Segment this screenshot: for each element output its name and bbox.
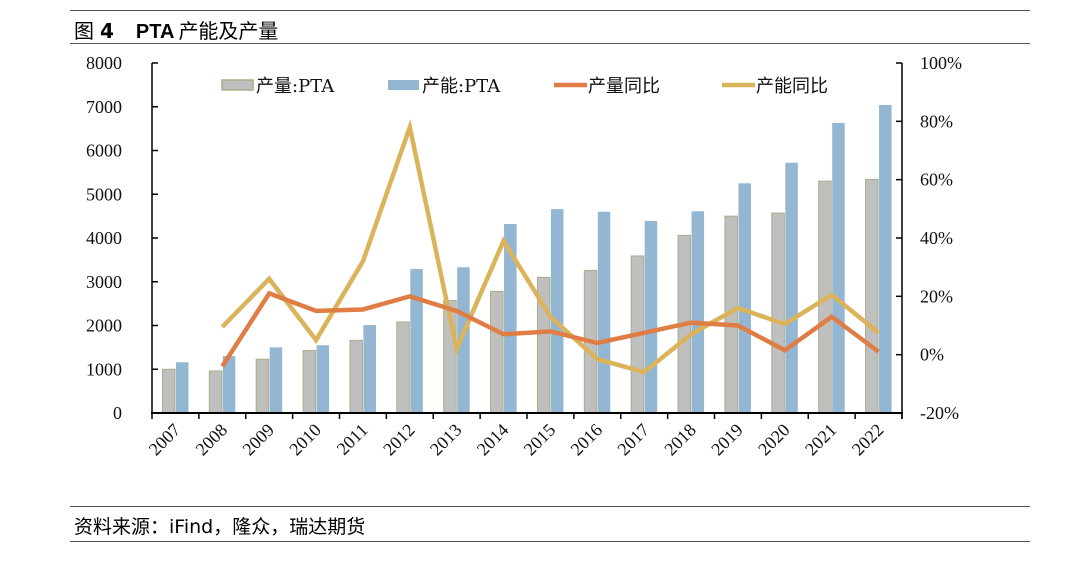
legend-label: 产能同比 — [756, 76, 828, 97]
bar-capacity-2011 — [363, 325, 376, 413]
right-tick-label: 20% — [920, 286, 953, 306]
figure-number: 4 — [100, 19, 114, 43]
x-tick-label: 2016 — [567, 420, 607, 460]
left-tick-label: 1000 — [86, 359, 122, 379]
left-tick-label: 2000 — [86, 316, 122, 336]
x-tick-label: 2021 — [801, 420, 841, 460]
figure-label: 图 — [74, 19, 94, 43]
bar-production-2020 — [771, 212, 785, 414]
x-tick-label: 2015 — [520, 420, 560, 460]
figure-title: 图 4 PTA 产能及产量 — [74, 15, 278, 44]
bar-capacity-2018 — [691, 211, 705, 413]
source-note: 资料来源：iFind，隆众，瑞达期货 — [74, 516, 366, 538]
left-tick-label: 3000 — [86, 272, 122, 292]
bar-production-2007 — [161, 368, 176, 414]
x-tick-label: 2012 — [379, 420, 419, 460]
top-rule — [70, 10, 1030, 11]
bar-capacity-2007 — [175, 362, 189, 413]
bar-capacity-2008 — [222, 356, 236, 413]
x-tick-label: 2020 — [754, 420, 794, 460]
source-rule-bottom — [70, 541, 1030, 542]
left-tick-label: 7000 — [86, 97, 122, 117]
left-tick-label: 4000 — [86, 228, 122, 248]
right-tick-label: 60% — [920, 170, 953, 190]
right-tick-label: 80% — [920, 111, 953, 131]
bar-capacity-2010 — [316, 345, 330, 413]
x-tick-label: 2017 — [613, 420, 653, 460]
x-tick-label: 2022 — [848, 420, 888, 460]
right-tick-label: 40% — [920, 228, 953, 248]
right-tick-label: 100% — [920, 53, 962, 73]
bar-production-2022 — [865, 178, 879, 414]
right-tick-label: -20% — [920, 403, 959, 423]
bar-capacity-2021 — [832, 122, 845, 413]
bar-capacity-2013 — [457, 267, 470, 413]
x-tick-label: 2011 — [333, 420, 372, 459]
bar-capacity-2014 — [504, 224, 517, 413]
left-tick-label: 6000 — [86, 141, 122, 161]
x-tick-label: 2009 — [238, 420, 278, 460]
bar-production-2014 — [490, 290, 504, 414]
bar-capacity-2016 — [597, 211, 611, 413]
x-tick-label: 2008 — [192, 420, 232, 460]
legend-label: 产量:PTA — [256, 76, 335, 97]
bar-production-2012 — [396, 321, 410, 414]
legend-label: 产能:PTA — [422, 76, 501, 97]
bars-layer — [161, 105, 892, 414]
legend-swatch-1 — [388, 80, 419, 90]
bar-production-2008 — [208, 370, 223, 414]
x-tick-label: 2007 — [145, 420, 185, 460]
x-tick-label: 2018 — [660, 420, 700, 460]
source-rule-top — [70, 506, 1030, 507]
left-tick-label: 5000 — [86, 184, 122, 204]
bar-capacity-2009 — [269, 347, 283, 413]
x-tick-label: 2019 — [707, 420, 747, 460]
bar-capacity-2019 — [738, 183, 751, 413]
bar-capacity-2020 — [785, 162, 798, 413]
left-tick-label: 8000 — [86, 53, 122, 73]
legend: 产量:PTA 产能:PTA 产量同比 产能同比 — [221, 76, 828, 97]
x-tick-label: 2013 — [426, 420, 466, 460]
bar-capacity-2012 — [410, 269, 423, 413]
x-tick-label: 2010 — [285, 420, 325, 460]
right-tick-label: 0% — [920, 345, 944, 365]
bar-production-2011 — [349, 339, 363, 414]
legend-label: 产量同比 — [588, 76, 660, 97]
title-rule — [70, 43, 1030, 44]
bar-capacity-2015 — [550, 209, 564, 413]
left-tick-label: 0 — [113, 403, 122, 423]
bar-production-2009 — [255, 358, 270, 414]
lines-layer — [220, 118, 880, 375]
x-tick-label: 2014 — [473, 420, 513, 460]
legend-swatch-0 — [221, 79, 254, 91]
bar-production-2010 — [302, 349, 317, 414]
title-bold: PTA — [135, 21, 175, 43]
bar-capacity-2017 — [644, 220, 658, 413]
title-rest: 产能及产量 — [178, 19, 279, 43]
bar-capacity-2022 — [879, 105, 892, 413]
